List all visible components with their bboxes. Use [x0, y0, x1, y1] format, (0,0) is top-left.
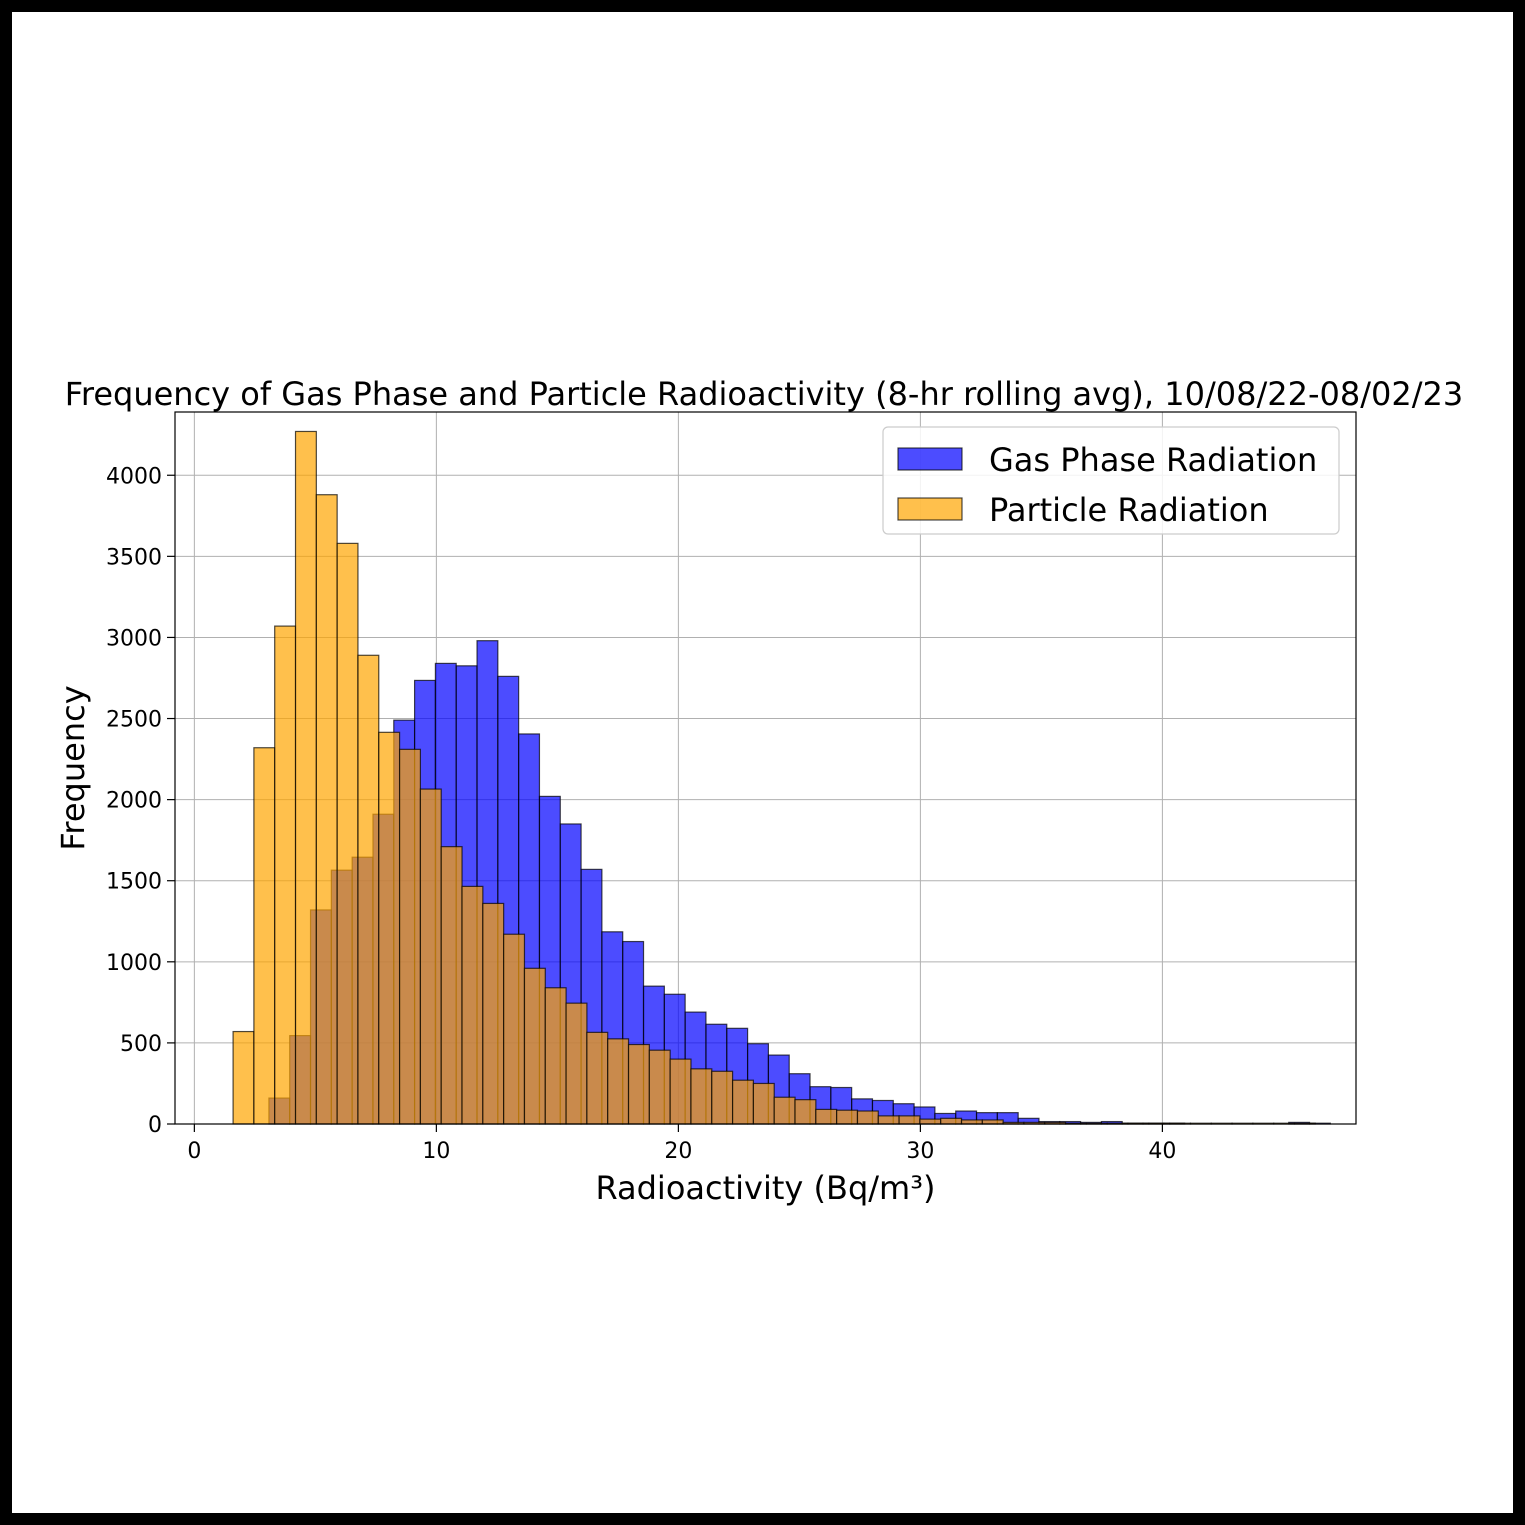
x-tick-label: 20: [664, 1139, 692, 1164]
legend-label: Particle Radiation: [989, 491, 1269, 529]
histogram-bar: [440, 846, 463, 1125]
histogram-bar: [398, 748, 421, 1125]
figure-canvas: Frequency of Gas Phase and Particle Radi…: [12, 12, 1513, 1513]
histogram-bar: [294, 430, 317, 1125]
y-tick-label: 0: [148, 1113, 162, 1138]
histogram-bar: [794, 1099, 817, 1125]
y-tick-label: 3500: [106, 545, 162, 570]
x-axis-label: Radioactivity (Bq/m³): [595, 1169, 935, 1207]
histogram-bar: [836, 1109, 859, 1125]
histogram-bar: [586, 1031, 609, 1125]
histogram-bar: [232, 1030, 255, 1125]
bars: [232, 430, 1331, 1125]
histogram-bar: [731, 1079, 754, 1125]
axis-ticks: 0 10 20 30 40 0 500 1000 1500 2000 2500 3000 3500 400…: [106, 464, 1176, 1164]
histogram-bar: [378, 731, 401, 1125]
histogram-bar: [607, 1038, 630, 1125]
y-tick-label: 1000: [106, 951, 162, 976]
histogram-bar: [274, 625, 297, 1125]
histogram-bar: [690, 1068, 713, 1125]
y-tick-label: 4000: [106, 464, 162, 489]
x-tick-label: 40: [1148, 1139, 1176, 1164]
histogram-bar: [503, 933, 526, 1125]
legend-label: Gas Phase Radiation: [989, 441, 1317, 479]
legend-swatch: [897, 447, 963, 471]
histogram-bar: [336, 542, 359, 1125]
legend-swatch: [897, 497, 963, 521]
histogram-bar: [752, 1082, 775, 1125]
histogram-bar: [669, 1058, 692, 1125]
histogram-bar: [773, 1096, 796, 1125]
histogram-chart: Frequency of Gas Phase and Particle Radi…: [54, 375, 1463, 1207]
histogram-bar: [419, 788, 442, 1125]
histogram-bar: [253, 747, 276, 1125]
y-tick-label: 1500: [106, 870, 162, 895]
histogram-bar: [357, 654, 380, 1125]
y-tick-label: 3000: [106, 626, 162, 651]
histogram-bar: [461, 885, 484, 1125]
y-axis-label: Frequency: [54, 685, 92, 850]
histogram-bar: [960, 1119, 983, 1125]
histogram-bar: [856, 1110, 879, 1125]
histogram-bar: [627, 1043, 650, 1125]
histogram-bar: [523, 967, 546, 1125]
histogram-bar: [981, 1119, 1004, 1125]
y-tick-label: 500: [120, 1032, 162, 1057]
histogram-bar: [815, 1108, 838, 1125]
histogram-bar: [919, 1118, 942, 1125]
plot-area-border: [174, 411, 1357, 1125]
legend: Gas Phase Radiation Particle Radiation: [882, 426, 1340, 535]
y-tick-label: 2500: [106, 708, 162, 733]
histogram-bar: [898, 1115, 921, 1125]
histogram-bar: [544, 987, 567, 1125]
histogram-bar: [711, 1070, 734, 1125]
x-tick-label: 10: [422, 1139, 450, 1164]
histogram-bar: [315, 494, 338, 1125]
histogram-bar: [648, 1049, 671, 1125]
histogram-bar: [482, 902, 505, 1125]
chart-title: Frequency of Gas Phase and Particle Radi…: [65, 375, 1463, 413]
histogram-bar: [565, 1002, 588, 1125]
legend-box: [882, 426, 1340, 535]
series-particle: [232, 430, 1316, 1125]
x-tick-label: 30: [906, 1139, 934, 1164]
histogram-bar: [877, 1115, 900, 1125]
y-tick-label: 2000: [106, 789, 162, 814]
histogram-bar: [940, 1117, 963, 1125]
x-tick-label: 0: [187, 1139, 201, 1164]
